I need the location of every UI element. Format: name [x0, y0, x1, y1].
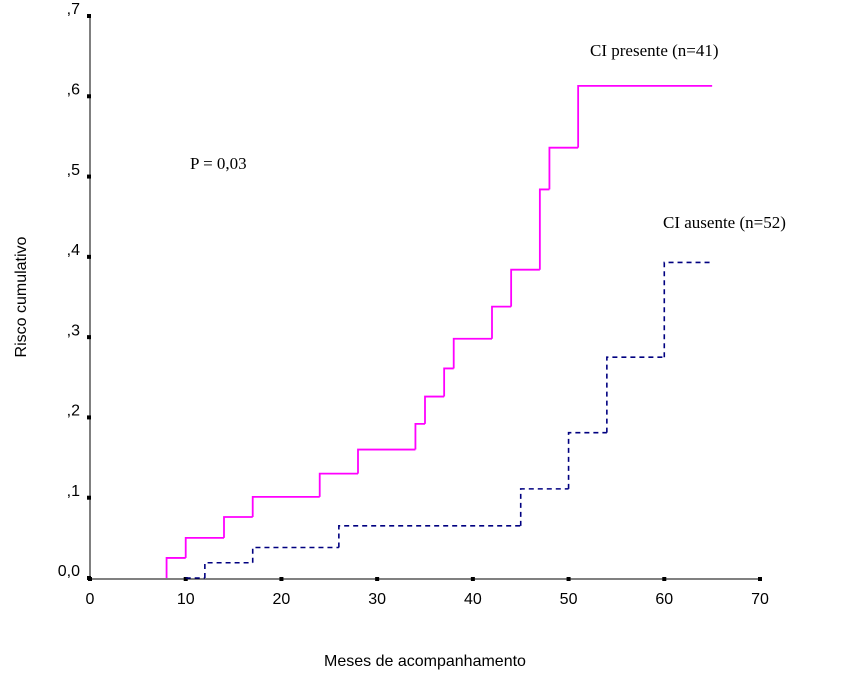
step-segment [443, 367, 454, 397]
y-tick [87, 14, 91, 18]
step-segment [548, 146, 579, 190]
x-tick-label: 50 [560, 591, 578, 608]
x-tick-label: 10 [177, 591, 195, 608]
step-segment [606, 356, 665, 433]
x-tick-label: 40 [464, 591, 482, 608]
y-axis-label: Risco cumulativo [13, 236, 30, 357]
series-label: CI presente (n=41) [590, 41, 719, 60]
x-tick-label: 30 [368, 591, 386, 608]
step-segment [491, 305, 512, 339]
annotation: P = 0,03 [190, 154, 247, 173]
x-tick-label: 60 [655, 591, 673, 608]
step-segment [424, 395, 445, 424]
step-segment [357, 448, 416, 474]
series-label: CI ausente (n=52) [663, 213, 786, 232]
step-segment [204, 561, 253, 578]
x-tick [375, 577, 380, 581]
step-segment [663, 261, 713, 358]
y-tick-label: ,7 [67, 1, 80, 18]
x-tick-label: 70 [751, 591, 769, 608]
step-segment [510, 268, 540, 307]
y-tick-label: ,1 [67, 483, 80, 500]
x-tick-label: 0 [86, 591, 95, 608]
x-tick-label: 20 [273, 591, 291, 608]
y-tick-label: ,2 [67, 403, 80, 420]
step-segment [184, 536, 224, 558]
step-segment [223, 516, 253, 538]
y-tick [87, 495, 91, 500]
x-tick [566, 577, 571, 581]
x-axis-label: Meses de acompanhamento [324, 653, 526, 670]
step-segment [338, 525, 521, 548]
step-segment [577, 84, 713, 148]
y-tick [87, 576, 91, 580]
x-tick [662, 577, 667, 581]
y-tick [87, 254, 91, 259]
step-segment [538, 188, 550, 270]
y-tick-label: ,3 [67, 322, 80, 339]
step-segment [251, 546, 339, 563]
x-tick [183, 577, 188, 581]
y-tick-label: ,5 [67, 162, 80, 179]
step-segment [452, 337, 492, 369]
step-segment [567, 431, 607, 489]
step-segment [414, 422, 425, 450]
x-tick [758, 577, 762, 581]
step-segment [318, 472, 358, 497]
step-segment [165, 557, 186, 578]
step-segment [519, 488, 569, 526]
y-tick [87, 335, 91, 340]
y-tick-label: 0,0 [58, 563, 80, 580]
y-tick [87, 174, 91, 179]
step-segment [251, 496, 320, 517]
y-tick [87, 415, 91, 420]
y-tick [87, 94, 91, 99]
x-tick [279, 577, 284, 581]
x-tick [470, 577, 475, 581]
y-tick-label: ,6 [67, 82, 80, 99]
y-tick-label: ,4 [67, 242, 80, 259]
